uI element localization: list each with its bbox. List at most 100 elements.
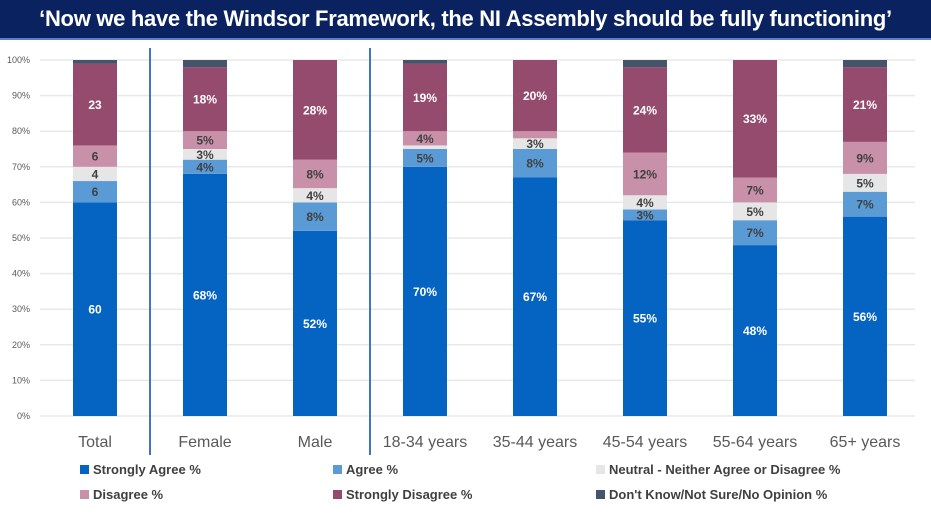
bar-segment: [403, 131, 447, 146]
bar-segment: [623, 152, 667, 196]
legend-item: Don't Know/Not Sure/No Opinion %: [596, 487, 827, 502]
legend-item: Disagree %: [80, 487, 163, 502]
bar-segment: [73, 60, 117, 64]
bar-stack: 56% 7% 5% 9% 21%: [843, 60, 887, 416]
bar-segment: [73, 145, 117, 167]
y-tick-label: 80%: [12, 126, 30, 136]
x-tick-label: 65+ years: [830, 434, 901, 451]
bar-stack: 60 6 4 6 23: [73, 60, 117, 416]
y-tick-label: 100%: [7, 55, 30, 65]
gridlines: [40, 59, 915, 417]
legend: Strongly Agree % Agree % Neutral - Neither…: [0, 456, 931, 516]
bar-segment: [403, 149, 447, 167]
bar-segment: [733, 220, 777, 246]
y-tick-label: 90%: [12, 91, 30, 101]
y-tick-label: 10%: [12, 375, 30, 385]
x-tick-label: Male: [298, 434, 333, 451]
bar-segment: [513, 60, 557, 132]
legend-label: Disagree %: [93, 487, 164, 502]
data-label: 24%: [633, 103, 657, 117]
y-tick-label: 0%: [17, 411, 30, 421]
data-label: 5%: [856, 176, 874, 190]
data-label: 56%: [853, 310, 877, 324]
data-label: 55%: [633, 312, 657, 326]
data-label: 48%: [743, 324, 767, 338]
x-axis-ticks: Total Female Male 18-34 years 35-44 years 45-…: [78, 434, 900, 451]
bar-segment: [733, 60, 777, 178]
data-label: 12%: [633, 167, 657, 181]
data-label: 8%: [526, 157, 544, 171]
bar-segment: [293, 60, 337, 160]
data-label: 6: [92, 185, 99, 199]
legend-label: Agree %: [346, 462, 399, 477]
bar-segment: [183, 159, 227, 174]
x-tick-label: 45-54 years: [603, 434, 688, 451]
bar-segment: [843, 173, 887, 192]
bar-segment: [73, 63, 117, 146]
bar-segment: [843, 141, 887, 174]
legend-label: Don't Know/Not Sure/No Opinion %: [609, 487, 828, 502]
bar-segment: [843, 216, 887, 416]
data-label: 4%: [416, 132, 434, 146]
bar-segment: [733, 177, 777, 203]
legend-swatch: [596, 465, 605, 474]
bar-segment: [623, 67, 667, 153]
y-tick-label: 70%: [12, 162, 30, 172]
bar-segment: [403, 145, 447, 149]
bar-stack: 70% 5% 4% 19%: [403, 60, 447, 416]
bar-segment: [513, 177, 557, 416]
data-label: 8%: [306, 210, 324, 224]
bar-segment: [623, 220, 667, 416]
data-label: 23: [88, 98, 102, 112]
data-label: 21%: [853, 98, 877, 112]
bar-segment: [403, 166, 447, 416]
title-bar: ‘Now we have the Windsor Framework, the …: [0, 0, 931, 40]
x-tick-label: 55-64 years: [713, 434, 798, 451]
legend-item: Strongly Disagree %: [333, 487, 472, 502]
data-label: 6: [92, 150, 99, 164]
y-tick-label: 60%: [12, 197, 30, 207]
x-tick-label: 35-44 years: [493, 434, 578, 451]
data-label: 28%: [303, 103, 327, 117]
bar-stack: 48% 7% 5% 7% 33%: [733, 60, 777, 416]
data-label: 7%: [856, 198, 874, 212]
data-label: 3%: [526, 137, 544, 151]
data-label: 5%: [746, 205, 764, 219]
data-label: 52%: [303, 317, 327, 331]
legend-swatch: [333, 490, 342, 499]
data-label: 5%: [416, 151, 434, 165]
bar-segment: [733, 245, 777, 416]
data-label: 3%: [196, 148, 214, 162]
legend-item: Neutral - Neither Agree or Disagree %: [596, 462, 840, 477]
bar-segment: [293, 202, 337, 231]
legend-label: Neutral - Neither Agree or Disagree %: [609, 462, 841, 477]
legend-label: Strongly Agree %: [93, 462, 201, 477]
bar-segment: [293, 230, 337, 416]
bar-segment: [623, 209, 667, 221]
bar-segment: [293, 188, 337, 203]
x-tick-label: 18-34 years: [383, 434, 468, 451]
bar-segment: [623, 60, 667, 68]
y-axis-ticks: 0% 10% 20% 30% 40% 50% 60% 70% 80% 90% 100%: [7, 55, 30, 421]
bar-segment: [403, 60, 447, 64]
bar-stack: 68% 4%3%5% 18%: [183, 60, 227, 416]
legend-swatch: [80, 465, 89, 474]
x-tick-label: Female: [178, 434, 231, 451]
bar-stack: 55% 3%4% 12% 24%: [623, 60, 667, 416]
chart-title: ‘Now we have the Windsor Framework, the …: [39, 6, 892, 31]
bar-segment: [513, 131, 557, 139]
data-label: 7%: [746, 226, 764, 240]
bar-segment: [843, 60, 887, 68]
legend-swatch: [333, 465, 342, 474]
y-tick-label: 40%: [12, 269, 30, 279]
legend-swatch: [596, 490, 605, 499]
stacked-bar-chart: 0% 10% 20% 30% 40% 50% 60% 70% 80% 90% 100% 60 6 4 6 2…: [7, 48, 915, 455]
data-label: 4%: [196, 160, 214, 174]
legend-swatch: [80, 490, 89, 499]
group-separators: [149, 48, 371, 455]
bar-segment: [183, 131, 227, 149]
data-label: 4%: [306, 189, 324, 203]
data-label: 70%: [413, 285, 437, 299]
bar-segment: [293, 159, 337, 189]
bar-segment: [73, 202, 117, 416]
